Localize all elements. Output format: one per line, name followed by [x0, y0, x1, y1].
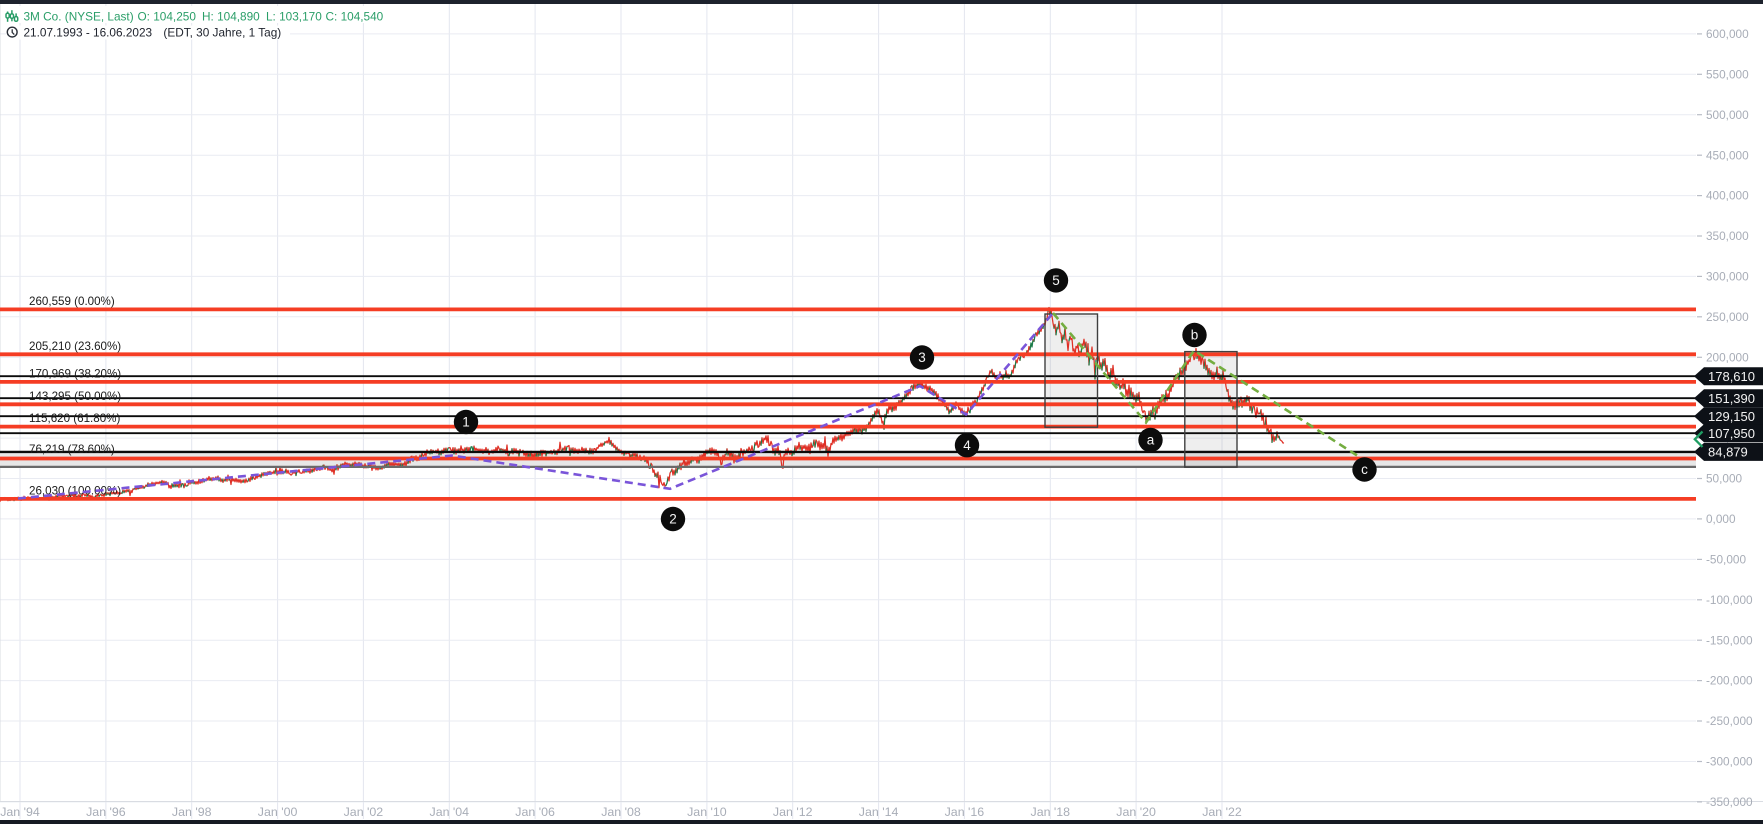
- svg-text:a: a: [1147, 433, 1155, 448]
- svg-text:Jan '18: Jan '18: [1031, 805, 1071, 819]
- svg-text:26,030 (100.00%): 26,030 (100.00%): [29, 485, 121, 498]
- svg-text:600,000: 600,000: [1706, 27, 1749, 41]
- svg-text:0,000: 0,000: [1706, 512, 1736, 526]
- svg-text:300,000: 300,000: [1706, 270, 1749, 284]
- svg-text:107,950: 107,950: [1708, 426, 1755, 441]
- svg-text:-200,000: -200,000: [1706, 674, 1753, 688]
- svg-text:4: 4: [963, 438, 971, 453]
- svg-text:H: 104,890: H: 104,890: [202, 9, 260, 23]
- svg-text:-250,000: -250,000: [1706, 714, 1753, 728]
- svg-text:200,000: 200,000: [1706, 350, 1749, 364]
- svg-text:129,150: 129,150: [1708, 409, 1755, 424]
- svg-text:84,879: 84,879: [1708, 445, 1748, 460]
- svg-text:Jan '06: Jan '06: [515, 805, 555, 819]
- svg-text:(EDT, 30 Jahre, 1 Tag): (EDT, 30 Jahre, 1 Tag): [163, 25, 281, 39]
- svg-text:143,295 (50.00%): 143,295 (50.00%): [29, 390, 121, 403]
- svg-text:c: c: [1361, 462, 1368, 477]
- svg-text:260,559 (0.00%): 260,559 (0.00%): [29, 295, 115, 308]
- svg-text:C: 104,540: C: 104,540: [326, 9, 384, 23]
- svg-text:Jan '98: Jan '98: [172, 805, 212, 819]
- svg-text:Jan '10: Jan '10: [687, 805, 727, 819]
- svg-text:50,000: 50,000: [1706, 472, 1743, 486]
- svg-text:Jan '20: Jan '20: [1116, 805, 1156, 819]
- svg-text:L: 103,170: L: 103,170: [266, 9, 322, 23]
- svg-text:Jan '14: Jan '14: [859, 805, 899, 819]
- svg-text:500,000: 500,000: [1706, 108, 1749, 122]
- svg-text:21.07.1993 - 16.06.2023: 21.07.1993 - 16.06.2023: [24, 25, 153, 39]
- svg-text:178,610: 178,610: [1708, 369, 1755, 384]
- svg-text:-50,000: -50,000: [1706, 553, 1746, 567]
- svg-text:170,969 (38.20%): 170,969 (38.20%): [29, 367, 121, 380]
- svg-text:Jan '16: Jan '16: [945, 805, 985, 819]
- svg-text:b: b: [1191, 328, 1199, 343]
- svg-text:-150,000: -150,000: [1706, 633, 1753, 647]
- svg-text:Jan '08: Jan '08: [601, 805, 641, 819]
- svg-text:250,000: 250,000: [1706, 310, 1749, 324]
- svg-text:3M Co. (NYSE, Last): 3M Co. (NYSE, Last): [24, 9, 134, 23]
- svg-text:-100,000: -100,000: [1706, 593, 1753, 607]
- svg-text:1: 1: [462, 415, 470, 430]
- svg-text:-350,000: -350,000: [1706, 795, 1753, 809]
- svg-text:350,000: 350,000: [1706, 229, 1749, 243]
- svg-text:3: 3: [918, 350, 926, 365]
- svg-text:Jan '96: Jan '96: [86, 805, 126, 819]
- svg-text:Jan '02: Jan '02: [344, 805, 384, 819]
- svg-text:Jan '94: Jan '94: [0, 805, 40, 819]
- svg-text:450,000: 450,000: [1706, 148, 1749, 162]
- svg-text:2: 2: [669, 512, 677, 527]
- svg-text:151,390: 151,390: [1708, 391, 1755, 406]
- svg-text:Jan '22: Jan '22: [1202, 805, 1242, 819]
- svg-text:-300,000: -300,000: [1706, 755, 1753, 769]
- svg-text:5: 5: [1052, 273, 1060, 288]
- svg-text:Jan '04: Jan '04: [430, 805, 470, 819]
- svg-text:115,620 (61.80%): 115,620 (61.80%): [29, 412, 120, 425]
- svg-text:O: 104,250: O: 104,250: [138, 9, 197, 23]
- svg-text:76,219 (78.60%): 76,219 (78.60%): [29, 443, 115, 456]
- svg-text:205,210 (23.60%): 205,210 (23.60%): [29, 340, 121, 353]
- svg-text:400,000: 400,000: [1706, 189, 1749, 203]
- svg-text:550,000: 550,000: [1706, 67, 1749, 81]
- svg-text:Jan '12: Jan '12: [773, 805, 813, 819]
- svg-text:Jan '00: Jan '00: [258, 805, 298, 819]
